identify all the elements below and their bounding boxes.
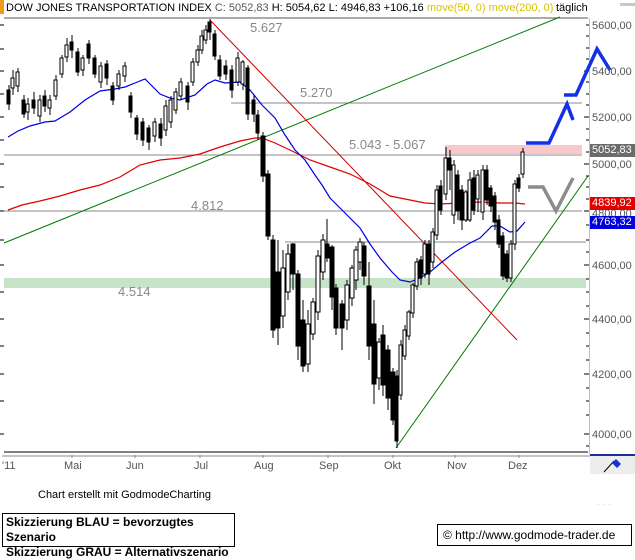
index-title: DOW JONES TRANSPORTATION INDEX — [6, 2, 212, 14]
legend-grey: Skizzierung GRAU = Alternativszenario — [6, 545, 229, 559]
ma50-legend: move(50, 0) — [426, 2, 486, 14]
close-value: C: 5052,83 — [214, 2, 269, 14]
downtrend-line — [209, 19, 518, 341]
x-tick-dez: Dez — [508, 460, 528, 472]
scenario-blue-path-upper — [564, 45, 612, 97]
y-tick-4200: 4200,00 — [592, 369, 632, 381]
scenario-blue-path — [526, 99, 575, 145]
copyright-link[interactable]: © http://www.godmode-trader.de — [437, 524, 632, 546]
level-label-4812: 4.812 — [191, 198, 224, 213]
x-tick-mai: Mai — [64, 460, 82, 472]
period-label: täglich — [556, 2, 588, 14]
support-zone — [4, 278, 586, 288]
scenario-grey-path — [528, 177, 575, 215]
x-ticks — [71, 455, 520, 458]
level-label-5043: 5.043 - 5.067 — [349, 137, 426, 152]
y-tick-5000: 5000,00 — [592, 159, 632, 171]
candlesticks — [6, 19, 525, 448]
chart-credit: Chart erstellt mit GodmodeCharting — [38, 489, 212, 501]
y-tick-4600: 4600,00 — [592, 260, 632, 272]
x-tick-sep: Sep — [319, 460, 339, 472]
header-marker — [0, 0, 4, 14]
high-value: H: 5054,62 — [271, 2, 326, 14]
level-label-5627: 5.627 — [250, 20, 283, 35]
x-tick-jul: Jul — [194, 460, 208, 472]
level-label-4514: 4.514 — [118, 284, 151, 299]
y-tick-4000: 4000,00 — [592, 429, 632, 441]
change-value: +106,16 — [383, 2, 424, 14]
drawing-tool-button[interactable] — [590, 454, 635, 474]
decorative-dots: ··· — [597, 500, 614, 509]
left-ticks — [0, 24, 4, 435]
ma50-price-tag: 4763,32 — [590, 216, 635, 229]
last-price-tag: 5052,83 — [590, 144, 635, 157]
header-info: DOW JONES TRANSPORTATION INDEX C: 5052,8… — [6, 1, 553, 15]
y-tick-5400: 5400,00 — [592, 66, 632, 78]
resistance-zone — [445, 145, 582, 154]
short-uptrend-line — [395, 175, 589, 449]
scenario-legend: Skizzierung BLAU = bevorzugtes Szenario … — [2, 513, 235, 559]
y-tick-5200: 5200,00 — [592, 112, 632, 124]
flag-pen-icon — [603, 459, 621, 473]
legend-blue: Skizzierung BLAU = bevorzugtes Szenario — [6, 515, 194, 544]
y-tick-5600: 5600,00 — [592, 20, 632, 32]
price-chart[interactable]: 5.627 5.270 5.043 - 5.067 4.812 4.514 — [0, 0, 635, 485]
y-tick-4400: 4400,00 — [592, 314, 632, 326]
low-value: L: 4946,83 — [328, 2, 381, 14]
x-tick-okt: Okt — [384, 460, 401, 472]
right-ticks — [584, 24, 589, 447]
ma200-price-tag: 4839,92 — [590, 197, 635, 210]
x-tick-nov: Nov — [447, 460, 467, 472]
x-tick-aug: Aug — [254, 460, 274, 472]
ma200-line — [7, 137, 526, 211]
ma200-legend: move(200, 0) — [488, 2, 554, 14]
x-tick-jun: Jun — [126, 460, 144, 472]
x-tick-2011: '11 — [2, 460, 16, 472]
header-scroll-handle[interactable] — [620, 3, 635, 6]
level-label-5270: 5.270 — [300, 85, 333, 100]
chart-header: DOW JONES TRANSPORTATION INDEX C: 5052,8… — [0, 0, 635, 18]
